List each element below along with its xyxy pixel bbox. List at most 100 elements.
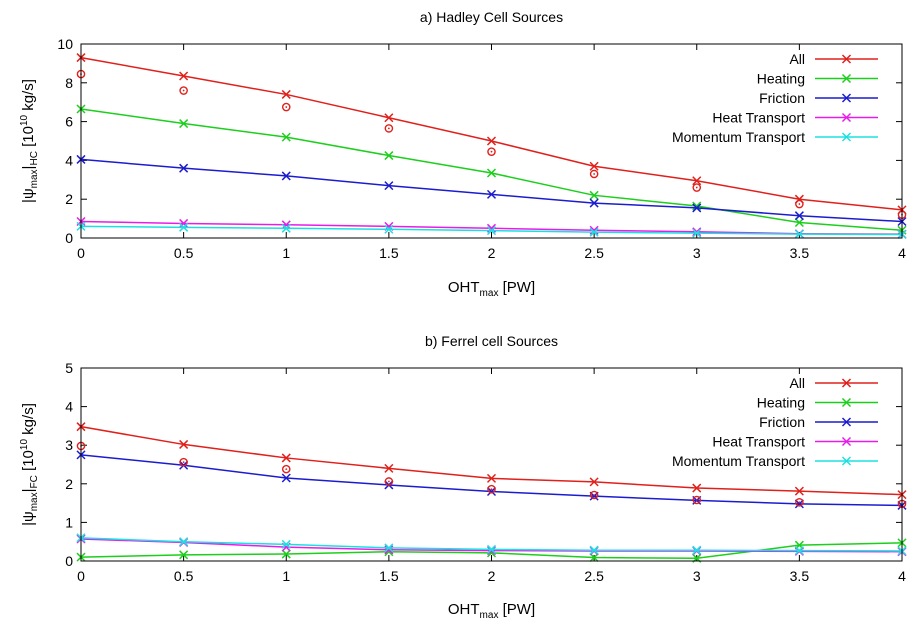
- legend-label: Friction: [759, 90, 805, 106]
- data-point-cross: [281, 171, 291, 181]
- data-point-cross: [281, 539, 291, 549]
- y-tick-label: 2: [65, 476, 73, 492]
- x-tick-label: 1: [282, 245, 290, 261]
- data-point-dot: [593, 494, 596, 496]
- chart-panel-2: b) Ferrel cell Sources 0 0.5 1 1.5 2 2.5 3 3.5 4 0…: [19, 333, 907, 621]
- legend-label: Heat Transport: [712, 110, 805, 126]
- data-point-cross: [486, 226, 497, 236]
- data-point-circle: [795, 199, 804, 209]
- x-axis-label-main: OHT: [448, 279, 480, 296]
- y-axis-label-sub2: FC: [29, 475, 40, 488]
- legend-label: Heating: [757, 71, 805, 87]
- data-point-cross: [794, 217, 804, 228]
- y-tick-label: 10: [57, 36, 73, 52]
- y-axis-label-sub1: max: [29, 169, 40, 188]
- data-point-cross: [384, 543, 394, 553]
- data-point-cross: [589, 161, 599, 171]
- series-3: [76, 154, 907, 227]
- y-axis-label-psi: |ψ: [20, 511, 37, 526]
- data-point-cross: [692, 203, 702, 213]
- y-tick-label: 6: [65, 114, 73, 130]
- data-point-cross: [794, 486, 804, 496]
- data-point-cross: [486, 168, 497, 178]
- x-axis-label: OHTmax [PW]: [448, 601, 535, 621]
- data-point-cross: [179, 119, 189, 129]
- series-5: [76, 533, 907, 556]
- data-point-cross: [179, 439, 189, 449]
- data-point-cross: [692, 545, 702, 555]
- data-point-dot: [182, 461, 185, 464]
- y-tick-label: 3: [65, 437, 73, 453]
- data-point-dot: [490, 488, 493, 491]
- x-tick-label: 1: [282, 568, 290, 584]
- chart-title: b) Ferrel cell Sources: [425, 333, 558, 349]
- chart-title: a) Hadley Cell Sources: [420, 9, 563, 25]
- x-axis-label-main: OHT: [448, 601, 480, 618]
- data-point-cross: [692, 483, 702, 493]
- x-tick-label: 1.5: [379, 568, 399, 584]
- data-point-cross: [794, 499, 804, 509]
- y-tick-label: 4: [65, 399, 73, 415]
- y-tick-label: 1: [65, 514, 73, 530]
- y-axis-label: |ψmax|HC [1010 kg/s]: [19, 79, 40, 203]
- data-point-circle: [589, 169, 599, 179]
- data-point-cross: [692, 227, 702, 237]
- legend-swatch-cross: [841, 417, 852, 427]
- x-tick-label: 0: [77, 245, 85, 261]
- y-axis-label-unit: [10: [20, 450, 37, 475]
- x-tick-label: 3.5: [790, 568, 810, 584]
- x-axis-label: OHTmax [PW]: [448, 279, 535, 299]
- series-5: [76, 221, 907, 240]
- x-tick-label: 4: [898, 245, 906, 261]
- data-point-cross: [179, 71, 189, 81]
- data-point-cross: [384, 113, 394, 123]
- legend-label: Friction: [759, 414, 805, 430]
- x-tick-label: 2: [488, 245, 496, 261]
- x-tick-label: 2: [488, 568, 496, 584]
- data-point-cross: [486, 136, 497, 146]
- data-point-cross: [589, 552, 599, 563]
- data-point-circle: [384, 124, 394, 133]
- y-axis-label-bar: |: [20, 488, 37, 492]
- data-point-circle: [487, 484, 496, 494]
- data-point-dot: [798, 501, 801, 504]
- x-axis-label-sub: max: [480, 610, 499, 621]
- data-point-circle: [179, 457, 188, 467]
- y-axis-label-end: kg/s]: [20, 403, 37, 439]
- x-axis-label-rest: [PW]: [498, 279, 535, 296]
- data-point-cross: [384, 181, 394, 191]
- data-point-cross: [179, 222, 189, 232]
- series-1: [76, 53, 907, 215]
- data-point-cross: [794, 211, 804, 221]
- y-axis-label-end: kg/s]: [20, 79, 37, 115]
- data-point-cross: [692, 176, 702, 186]
- chart-panel-1: a) Hadley Cell Sources 0 0.5 1 1.5 2 2.5 3 3.5 4 0…: [19, 9, 907, 299]
- data-point-cross: [179, 550, 189, 560]
- data-point-cross: [589, 545, 599, 555]
- data-point-dot: [387, 480, 390, 483]
- data-point-dot: [285, 468, 288, 471]
- legend-swatch-cross: [841, 397, 852, 408]
- y-tick-label: 8: [65, 75, 73, 91]
- legend-swatch-cross: [841, 436, 852, 447]
- x-tick-label: 4: [898, 568, 906, 584]
- x-tick-label: 0: [77, 568, 85, 584]
- data-point-dot: [387, 127, 390, 130]
- legend-swatch-cross: [841, 378, 852, 388]
- y-axis-label: |ψmax|FC [1010 kg/s]: [19, 403, 40, 526]
- series-2: [76, 538, 907, 563]
- x-tick-label: 0.5: [174, 245, 194, 261]
- data-point-cross: [794, 546, 804, 556]
- data-point-cross: [281, 549, 291, 559]
- legend-swatch-cross: [841, 456, 852, 466]
- data-point-cross: [486, 473, 497, 483]
- x-tick-label: 1.5: [379, 245, 399, 261]
- legend-swatch-cross: [841, 132, 852, 142]
- data-point-cross: [589, 227, 599, 237]
- data-point-cross: [589, 198, 599, 208]
- data-point-circle: [179, 86, 188, 95]
- data-point-cross: [281, 132, 291, 142]
- legend-label: All: [789, 375, 805, 391]
- x-tick-label: 2.5: [584, 245, 604, 261]
